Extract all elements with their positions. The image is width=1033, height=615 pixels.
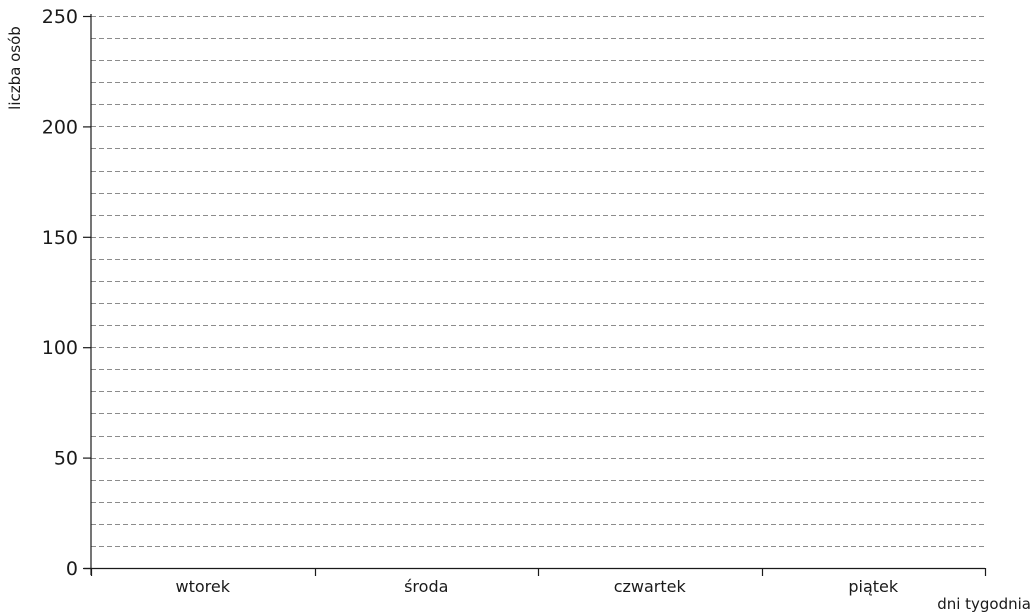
x-tick-label: czwartek	[614, 577, 687, 596]
y-tick-label: 150	[42, 227, 78, 249]
grid-lines	[91, 16, 985, 547]
y-tick-label: 200	[42, 116, 78, 138]
x-tick-label: piątek	[848, 577, 899, 596]
x-axis-label: dni tygodnia	[937, 595, 1031, 613]
x-tick-label: wtorek	[176, 577, 231, 596]
x-tick-label: środa	[404, 577, 448, 596]
x-axis-ticks: wtorek środa czwartek piątek	[90, 568, 987, 596]
y-tick-label: 0	[66, 558, 78, 580]
y-axis-label: liczba osób	[6, 26, 24, 110]
y-tick-label: 250	[42, 6, 78, 28]
y-axis-ticks: 0 50 100 150 200 250	[42, 6, 91, 580]
y-tick-label: 100	[42, 337, 78, 359]
y-tick-label: 50	[54, 448, 78, 470]
